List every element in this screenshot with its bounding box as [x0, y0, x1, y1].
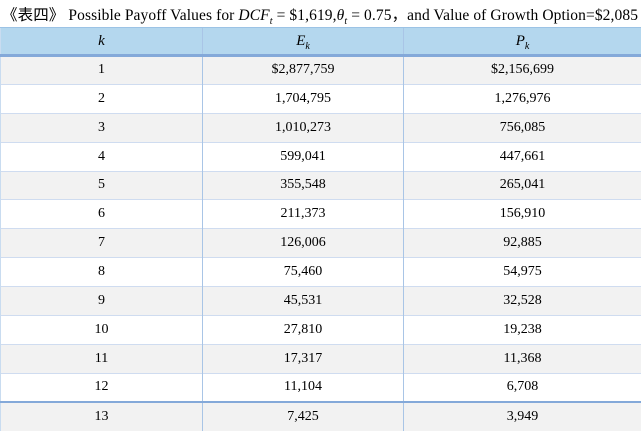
column-header-pk: Pk — [403, 27, 641, 57]
ek-cell: 355,548 — [202, 170, 404, 200]
ek-cell: 1,010,273 — [202, 112, 404, 143]
pk-cell: 32,528 — [403, 286, 641, 316]
table-title: 《表四》 Possible Payoff Values for DCFt = $… — [0, 0, 641, 27]
ek-cell: 1,704,795 — [202, 83, 404, 114]
k-cell: 4 — [0, 141, 203, 171]
ek-cell: 211,373 — [202, 199, 404, 229]
title-math-dcf-value: = $1,619, — [272, 7, 337, 24]
table-row: 12 11,104 6,708 — [0, 372, 641, 402]
ek-cell: 45,531 — [202, 286, 404, 316]
k-cell: 12 — [0, 372, 203, 402]
k-cell: 3 — [0, 112, 203, 143]
column-header-ek: Ek — [202, 27, 404, 57]
pk-cell: 156,910 — [403, 199, 641, 229]
pk-cell: 19,238 — [403, 314, 641, 345]
header-row: k Ek Pk — [0, 27, 641, 57]
table-row: 2 1,704,795 1,276,976 — [0, 83, 641, 114]
table-row: 8 75,460 54,975 — [0, 257, 641, 287]
header-e-var: E — [296, 32, 306, 49]
k-cell: 8 — [0, 257, 203, 287]
ek-cell: 75,460 — [202, 257, 404, 287]
header-p-var: P — [515, 32, 525, 49]
title-math-theta-value: = 0.75 — [347, 7, 392, 24]
pk-cell: 756,085 — [403, 112, 641, 143]
title-math-theta: θ — [336, 7, 345, 24]
ek-cell: 126,006 — [202, 228, 404, 258]
table-row: 9 45,531 32,528 — [0, 286, 641, 316]
k-cell: 6 — [0, 199, 203, 229]
header-k-var: k — [98, 32, 105, 49]
ek-cell: 27,810 — [202, 314, 404, 345]
pk-cell: 1,276,976 — [403, 83, 641, 114]
table-row: 13 7,425 3,949 — [0, 401, 641, 431]
k-cell: 5 — [0, 170, 203, 200]
title-math-theta-sub: t — [344, 16, 348, 28]
pk-cell: 54,975 — [403, 257, 641, 287]
payoff-table: k Ek Pk 1 $2,877,759 $2,156,699 2 1,704,… — [0, 27, 641, 431]
table-number-label: 《表四》 — [2, 7, 65, 24]
pk-cell: 92,885 — [403, 228, 641, 258]
k-cell: 10 — [0, 314, 203, 345]
k-cell: 1 — [0, 55, 203, 85]
table-row: 5 355,548 265,041 — [0, 170, 641, 200]
table-row: 10 27,810 19,238 — [0, 314, 641, 345]
table-row: 4 599,041 447,661 — [0, 141, 641, 171]
k-cell: 7 — [0, 228, 203, 258]
table-row: 7 126,006 92,885 — [0, 228, 641, 258]
title-text-after: and Value of Growth Option=$2,085 — [407, 7, 639, 24]
title-separator: ， — [391, 7, 408, 24]
ek-cell: 11,104 — [202, 372, 404, 402]
pk-cell: 6,708 — [403, 372, 641, 402]
table-row: 11 17,317 11,368 — [0, 343, 641, 374]
ek-cell: $2,877,759 — [202, 55, 404, 85]
k-cell: 2 — [0, 83, 203, 114]
pk-cell: 3,949 — [403, 401, 641, 431]
pk-cell: 265,041 — [403, 170, 641, 200]
k-cell: 13 — [0, 401, 203, 431]
k-cell: 9 — [0, 286, 203, 316]
pk-cell: 11,368 — [403, 343, 641, 374]
pk-cell: $2,156,699 — [403, 55, 641, 85]
header-p-sub: k — [524, 40, 530, 52]
table-row: 3 1,010,273 756,085 — [0, 112, 641, 143]
column-header-k: k — [0, 27, 203, 57]
ek-cell: 599,041 — [202, 141, 404, 171]
table-row: 1 $2,877,759 $2,156,699 — [0, 55, 641, 85]
k-cell: 11 — [0, 343, 203, 374]
ek-cell: 7,425 — [202, 401, 404, 431]
title-math-dcf-sub: t — [269, 16, 273, 28]
pk-cell: 447,661 — [403, 141, 641, 171]
title-math-dcf: DCF — [238, 7, 270, 24]
header-e-sub: k — [305, 40, 310, 52]
ek-cell: 17,317 — [202, 343, 404, 374]
table-row: 6 211,373 156,910 — [0, 199, 641, 229]
title-text-before: Possible Payoff Values for — [64, 7, 239, 24]
